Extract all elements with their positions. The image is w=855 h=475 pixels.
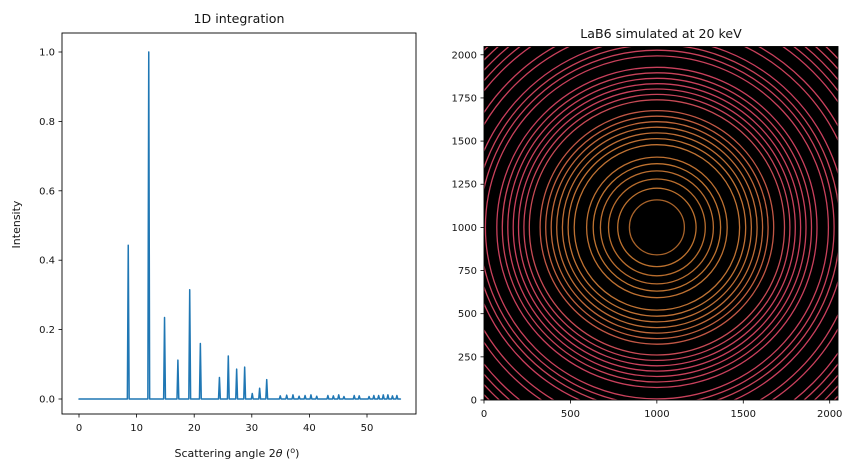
diffraction-ring (628, 199, 686, 256)
xlabel-degree-sup: o (290, 446, 295, 455)
x-tick-label: 1500 (731, 409, 756, 420)
diffraction-rings (484, 46, 838, 400)
diffraction-ring (556, 126, 758, 329)
x-tick-label: 20 (188, 423, 201, 434)
left-plot-ylabel: Intensity (10, 200, 23, 248)
right-plot-title: LaB6 simulated at 20 keV (580, 26, 742, 41)
left-plot-1d-integration: 0 10 20 30 40 50 0.0 0.2 0.4 0.6 0.8 1.0 (39, 32, 417, 434)
y-tick-label: 750 (458, 266, 477, 277)
y-tick-label: 1750 (452, 93, 477, 104)
y-tick-label: 1000 (452, 223, 477, 234)
diffraction-image (484, 46, 838, 400)
diffraction-ring (550, 121, 764, 334)
diffraction-ring (484, 55, 830, 400)
xlabel-paren-open: ( (282, 447, 290, 460)
xlabel-theta: θ (276, 447, 283, 460)
y-tick-label: 0 (471, 396, 477, 407)
diffraction-ring (617, 187, 697, 268)
diffraction-ring (585, 156, 728, 299)
x-tick-label: 50 (361, 423, 374, 434)
x-tick-label: 40 (303, 423, 316, 434)
right-plot-lab6-image: 0 500 1000 1500 2000 0 250 500 750 1000 1250 1500 17… (452, 46, 842, 420)
x-tick-label: 0 (76, 423, 82, 434)
diffraction-ring (507, 77, 807, 378)
left-plot-xlabel: Scattering angle 2θ (o) (175, 446, 300, 460)
x-tick-label: 30 (245, 423, 258, 434)
diffraction-ring (545, 115, 769, 340)
y-tick-label: 1500 (452, 137, 477, 148)
left-plot-title: 1D integration (194, 11, 285, 26)
diffraction-ring (592, 163, 722, 292)
diffraction-ring (539, 109, 775, 345)
diffraction-ring (484, 49, 835, 400)
y-tick-label: 0.4 (39, 256, 55, 267)
y-tick-label: 0.8 (39, 117, 55, 128)
diffraction-ring (567, 137, 747, 317)
x-tick-label: 1000 (644, 409, 669, 420)
y-tick-label: 500 (458, 309, 477, 320)
y-tick-label: 1.0 (39, 48, 55, 59)
y-tick-label: 2000 (452, 50, 477, 61)
diffraction-ring (517, 88, 796, 367)
y-tick-label: 250 (458, 352, 477, 363)
diffraction-ring (496, 66, 818, 389)
diffraction-ring (523, 93, 791, 362)
diffraction-ring (561, 132, 753, 323)
xlabel-paren-close: ) (295, 447, 299, 460)
x-tick-label: 10 (130, 423, 143, 434)
x-tick-label: 0 (481, 409, 487, 420)
y-tick-label: 1250 (452, 180, 477, 191)
diffraction-ring (573, 144, 741, 311)
x-tick-label: 2000 (817, 409, 842, 420)
y-tick-label: 0.2 (39, 325, 55, 336)
y-tick-label: 0.6 (39, 186, 55, 197)
diffraction-ring (599, 170, 715, 285)
diffraction-ring (501, 72, 813, 383)
diffraction-ring (512, 83, 802, 372)
y-tick-label: 0.0 (39, 395, 55, 406)
diffraction-ring (528, 99, 786, 356)
diffraction-ring (607, 178, 706, 277)
xlabel-prefix: Scattering angle 2 (175, 447, 276, 460)
peak-trace (78, 51, 402, 400)
x-tick-label: 500 (561, 409, 580, 420)
left-axes-frame (61, 32, 417, 415)
right-axes-frame (483, 46, 839, 401)
